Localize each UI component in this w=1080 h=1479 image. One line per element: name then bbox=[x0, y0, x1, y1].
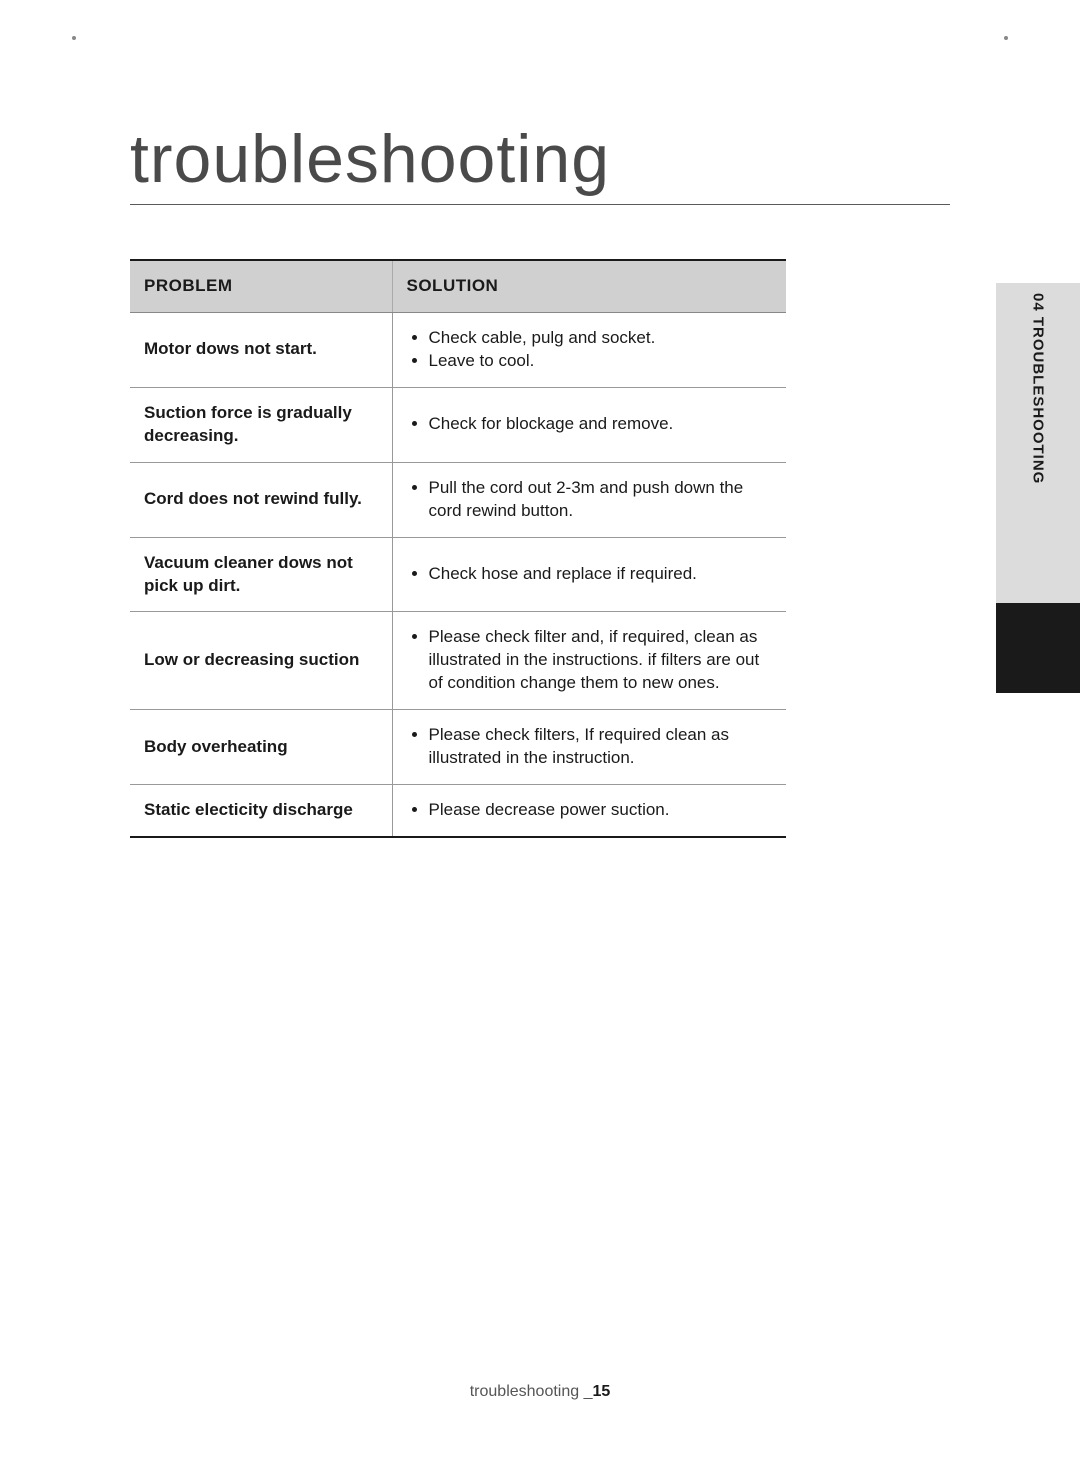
side-tab-label: 04 TROUBLESHOOTING bbox=[1030, 283, 1047, 484]
solution-item: Check for blockage and remove. bbox=[429, 413, 773, 436]
solution-cell: Check for blockage and remove. bbox=[392, 387, 786, 462]
page-footer: troubleshooting _15 bbox=[0, 1383, 1080, 1401]
troubleshooting-tbody: Motor dows not start. Check cable, pulg a… bbox=[130, 312, 786, 837]
problem-cell: Body overheating bbox=[130, 710, 392, 785]
table-row: Motor dows not start. Check cable, pulg a… bbox=[130, 312, 786, 387]
side-tab-black bbox=[996, 603, 1080, 693]
solution-list: Please check filter and, if required, cl… bbox=[407, 626, 773, 695]
solution-list: Check for blockage and remove. bbox=[407, 413, 773, 436]
footer-page-number: 15 bbox=[592, 1383, 610, 1400]
solution-item: Please decrease power suction. bbox=[429, 799, 773, 822]
table-row: Body overheating Please check filters, If… bbox=[130, 710, 786, 785]
troubleshooting-table-wrap: PROBLEM SOLUTION Motor dows not start. Ch… bbox=[130, 259, 786, 838]
problem-cell: Suction force is gradually decreasing. bbox=[130, 387, 392, 462]
solution-item: Please check filters, If required clean … bbox=[429, 724, 773, 770]
solution-list: Check hose and replace if required. bbox=[407, 563, 773, 586]
solution-cell: Please decrease power suction. bbox=[392, 785, 786, 837]
troubleshooting-table: PROBLEM SOLUTION Motor dows not start. Ch… bbox=[130, 259, 786, 838]
table-row: Static electicity discharge Please decrea… bbox=[130, 785, 786, 837]
solution-item: Please check filter and, if required, cl… bbox=[429, 626, 773, 695]
table-header-row: PROBLEM SOLUTION bbox=[130, 260, 786, 312]
side-tab-gray: 04 TROUBLESHOOTING bbox=[996, 283, 1080, 603]
table-row: Low or decreasing suction Please check fi… bbox=[130, 612, 786, 710]
problem-cell: Low or decreasing suction bbox=[130, 612, 392, 710]
table-row: Cord does not rewind fully. Pull the cord… bbox=[130, 462, 786, 537]
solution-item: Pull the cord out 2-3m and push down the… bbox=[429, 477, 773, 523]
solution-item: Check cable, pulg and socket. bbox=[429, 327, 773, 350]
solution-list: Please check filters, If required clean … bbox=[407, 724, 773, 770]
problem-cell: Motor dows not start. bbox=[130, 312, 392, 387]
solution-cell: Please check filter and, if required, cl… bbox=[392, 612, 786, 710]
solution-cell: Please check filters, If required clean … bbox=[392, 710, 786, 785]
section-side-tab: 04 TROUBLESHOOTING bbox=[996, 283, 1080, 693]
footer-label: troubleshooting _ bbox=[470, 1383, 593, 1400]
solution-list: Check cable, pulg and socket.Leave to co… bbox=[407, 327, 773, 373]
solution-cell: Check hose and replace if required. bbox=[392, 537, 786, 612]
solution-item: Leave to cool. bbox=[429, 350, 773, 373]
solution-list: Pull the cord out 2-3m and push down the… bbox=[407, 477, 773, 523]
header-problem: PROBLEM bbox=[130, 260, 392, 312]
header-solution: SOLUTION bbox=[392, 260, 786, 312]
solution-item: Check hose and replace if required. bbox=[429, 563, 773, 586]
solution-cell: Pull the cord out 2-3m and push down the… bbox=[392, 462, 786, 537]
table-row: Suction force is gradually decreasing. Ch… bbox=[130, 387, 786, 462]
table-row: Vacuum cleaner dows not pick up dirt. Che… bbox=[130, 537, 786, 612]
page: troubleshooting PROBLEM SOLUTION Motor d… bbox=[0, 0, 1080, 1479]
solution-list: Please decrease power suction. bbox=[407, 799, 773, 822]
solution-cell: Check cable, pulg and socket.Leave to co… bbox=[392, 312, 786, 387]
problem-cell: Cord does not rewind fully. bbox=[130, 462, 392, 537]
problem-cell: Vacuum cleaner dows not pick up dirt. bbox=[130, 537, 392, 612]
page-title: troubleshooting bbox=[130, 120, 950, 205]
problem-cell: Static electicity discharge bbox=[130, 785, 392, 837]
